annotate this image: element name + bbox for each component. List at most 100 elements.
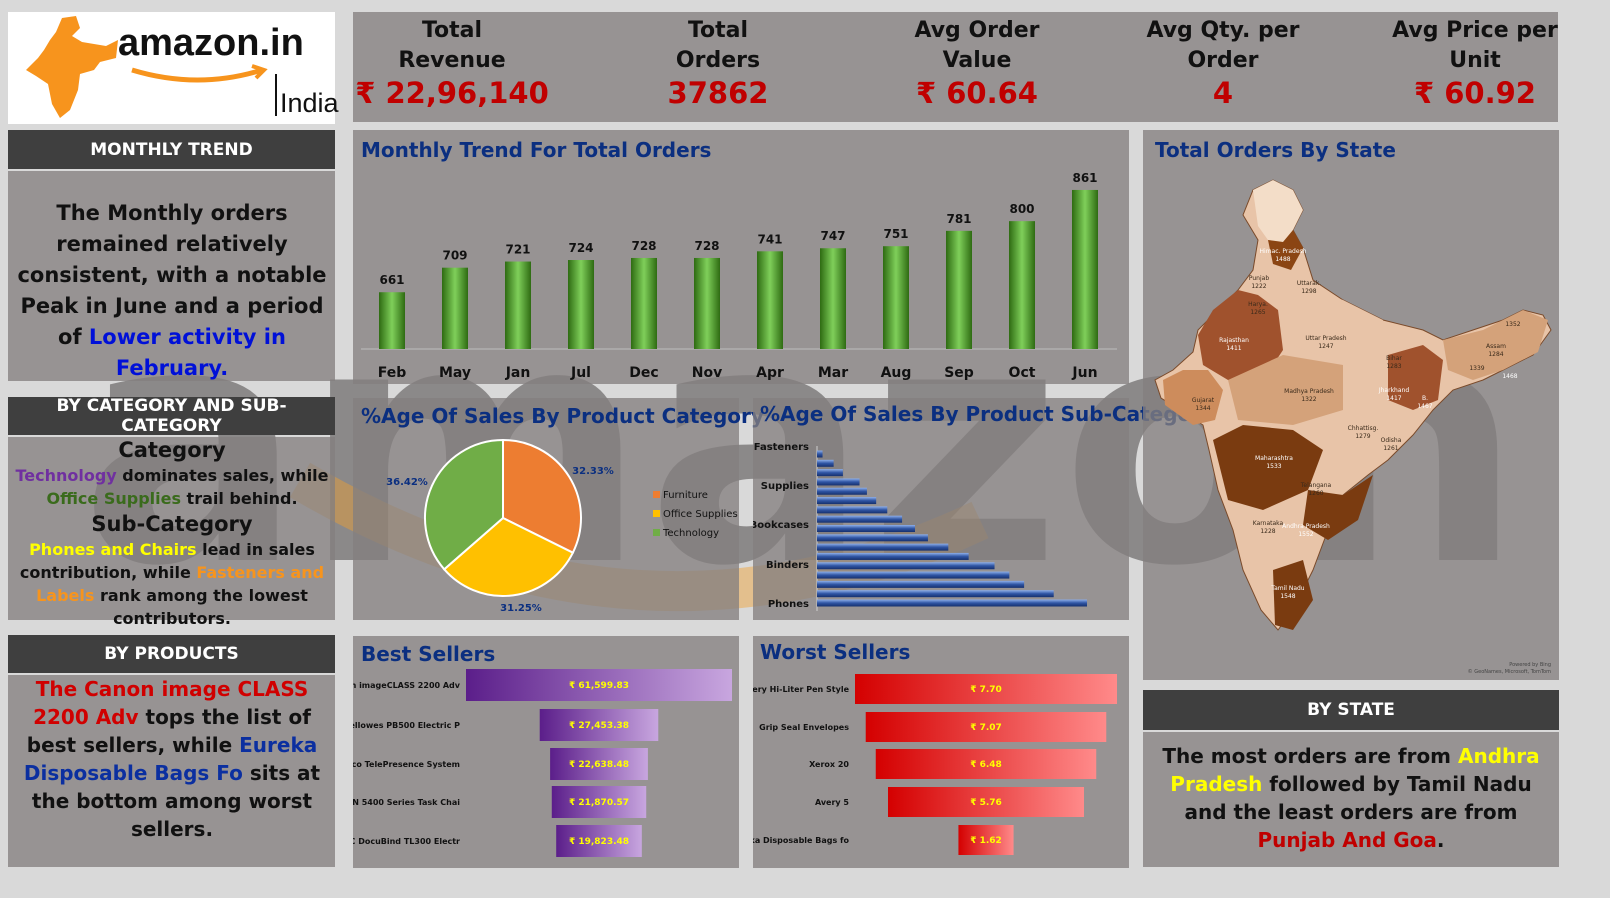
subcategory-tick-label: Bookcases [753, 520, 809, 531]
monthly-trend-text-main: The Monthly orders remained relatively c… [17, 201, 327, 349]
subcategory-bar [817, 599, 1087, 607]
best-seller-bar [550, 748, 648, 780]
subcategory-tick-label: Fasteners [754, 442, 809, 453]
month-tick-label: Nov [692, 365, 722, 381]
region-north [1253, 180, 1303, 242]
pie-slice-office-supplies [442, 516, 575, 597]
subcategory-tick-label: Binders [766, 560, 809, 571]
kpi-value: ₹ 60.92 [1413, 76, 1536, 110]
map-region-name: Andhra Pradesh [1282, 523, 1330, 530]
state-text: The most orders are from Andhra Pradesh … [1162, 744, 1540, 852]
worst-seller-value: ₹ 7.07 [970, 723, 1002, 733]
region-maharashtra [1213, 425, 1323, 510]
kpi-total-orders: Total Orders 37862 [608, 16, 828, 110]
map-region-name: Telangana [1300, 482, 1332, 489]
subcategory-bar [817, 478, 860, 486]
region-tamilnadu [1273, 560, 1313, 630]
products-panel [8, 675, 335, 867]
subcategory-bar-chart: Fasteners Supplies Bookcases Binders Phones [753, 442, 1087, 611]
subcategory-bar [817, 543, 949, 551]
legend-entry: Furniture [663, 490, 708, 501]
region-himachal [1268, 230, 1303, 270]
subcategory-summary: Phones and Chairs lead in sales contribu… [19, 540, 325, 628]
kpi-avg-price-per-unit: Avg Price per Unit ₹ 60.92 [1365, 16, 1585, 110]
bar-value-label: 781 [946, 212, 971, 226]
bar-feb [379, 292, 405, 349]
logo-panel: amazon.in India [8, 12, 339, 124]
month-tick-label: Aug [881, 365, 912, 381]
kpi-label: Total Revenue [398, 18, 506, 73]
map-region-value: 1468 [1502, 373, 1517, 380]
map-region-name: Punjab [1249, 275, 1269, 282]
bar-value-label: 728 [631, 239, 656, 253]
bar-dec [631, 257, 657, 349]
map-region-value: 1284 [1488, 351, 1503, 358]
monthly-trend-panel [8, 171, 335, 381]
bar-jun [1072, 189, 1098, 349]
kpi-total-revenue: Total Revenue ₹ 22,96,140 [342, 16, 562, 110]
state-header: BY STATE [1143, 690, 1559, 730]
map-region-name: Assam [1486, 343, 1506, 350]
best-sellers-chart: Canon imageCLASS 2200 Adv ₹ 61,599.83 Fell… [353, 669, 732, 857]
best-seller-bar [551, 786, 647, 818]
region-east [1388, 345, 1443, 410]
bar-value-label: 800 [1009, 202, 1034, 216]
worst-seller-bar [865, 712, 1107, 742]
legend-swatch [653, 491, 660, 498]
subcategory-bar [817, 552, 969, 560]
map-credit: © GeoNames, Microsoft, TomTom [1468, 668, 1551, 675]
worst-seller-bar [958, 825, 1014, 855]
month-tick-label: Oct [1009, 365, 1036, 381]
best-seller-name: HON 5400 Series Task Chai [353, 798, 460, 807]
map-region-value: 1247 [1318, 343, 1333, 350]
subcategory-bar [817, 450, 823, 458]
monthly-chart-panel [353, 130, 1129, 384]
monthly-chart-title: Monthly Trend For Total Orders [361, 138, 712, 162]
map-region-value: 1548 [1280, 593, 1295, 600]
month-tick-label: May [439, 365, 471, 381]
best-seller-name: Fellowes PB500 Electric P [353, 721, 460, 730]
map-title: Total Orders By State [1155, 138, 1396, 162]
map-region-value: 1467 [1417, 403, 1432, 410]
pie-chart-title: %Age Of Sales By Product Category [361, 404, 764, 428]
bar-jul [568, 260, 594, 349]
map-region-name: Bihar [1386, 355, 1402, 362]
category-header: BY CATEGORY AND SUB-CATEGORY [8, 396, 335, 436]
month-tick-label: Sep [944, 365, 974, 381]
map-region-value: 1260 [1308, 490, 1323, 497]
worst-sellers-chart: Avery Hi-Liter Pen Style ₹ 7.70 Grip Seal … [753, 674, 1117, 855]
subcategory-bar [817, 534, 928, 542]
map-region-value: 1552 [1298, 531, 1313, 538]
worst-seller-value: ₹ 5.76 [970, 798, 1002, 808]
products-header: BY PRODUCTS [8, 635, 335, 673]
region-gujarat [1163, 370, 1223, 425]
subcategory-tick-label: Supplies [761, 481, 809, 492]
subcategory-bar [817, 459, 834, 467]
map-region-name: Himac. Pradesh [1260, 248, 1307, 255]
month-tick-label: Feb [378, 365, 407, 381]
legend-entry: Office Supplies [663, 509, 738, 520]
category-title: Category [118, 438, 226, 462]
india-map-logo-icon [26, 16, 118, 118]
bar-value-label: 741 [757, 232, 782, 246]
category-pie-chart: 32.33% 31.25% 36.42% Furniture Office Suppli… [386, 438, 738, 614]
category-panel [8, 437, 335, 620]
worst-seller-value: ₹ 7.70 [970, 685, 1002, 695]
best-seller-name: Cisco TelePresence System [353, 760, 460, 769]
map-region-name: Gujarat [1192, 397, 1215, 404]
legend-swatch [653, 510, 660, 517]
kpi-strip [353, 12, 1558, 122]
map-region-name: Odisha [1381, 437, 1402, 444]
bar-value-label: 751 [883, 227, 908, 241]
bar-value-label: 721 [505, 243, 530, 257]
legend-entry: Technology [662, 528, 719, 539]
bar-nov [694, 257, 720, 349]
kpi-avg-order-value: Avg Order Value ₹ 60.64 [867, 16, 1087, 110]
best-sellers-title: Best Sellers [361, 642, 496, 666]
subcategory-bar [817, 469, 843, 477]
worst-seller-value: ₹ 1.62 [970, 836, 1002, 846]
worst-seller-name: Eureka Disposable Bags fo [753, 836, 849, 845]
region-rajasthan [1198, 290, 1283, 380]
map-region-name: Uttarak. [1297, 280, 1321, 287]
